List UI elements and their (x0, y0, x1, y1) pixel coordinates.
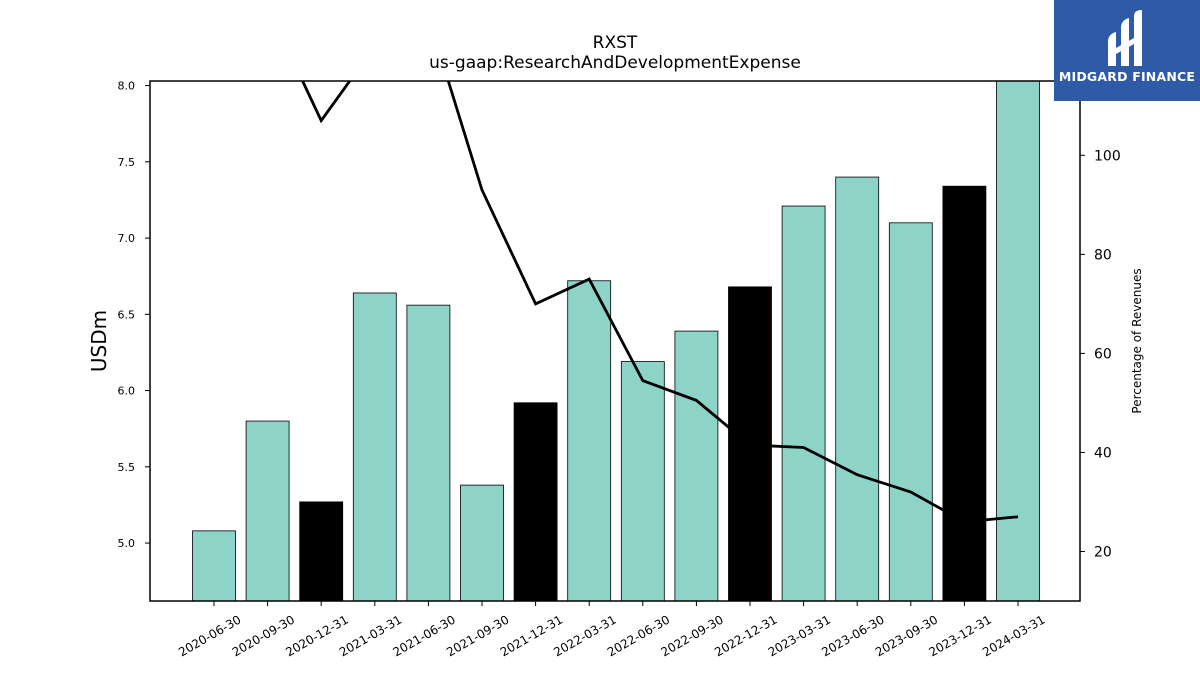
bar-2023-03-31 (781, 205, 826, 602)
plot-frame (149, 80, 1081, 602)
line-layer (301, 81, 1019, 524)
y-axis-label: USDm (87, 310, 111, 372)
y-tick-label: 6.0 (118, 385, 136, 398)
bar-2023-09-30 (888, 222, 933, 602)
chart-title: RXST (593, 33, 638, 53)
bar-2024-03-31 (996, 80, 1040, 602)
bar-2020-09-30 (245, 420, 290, 602)
bars-layer (192, 80, 1040, 602)
bar-2021-12-31 (513, 402, 558, 602)
y-tick-label: 7.0 (118, 232, 136, 245)
bar-2021-06-30 (406, 304, 451, 602)
midgard-logo-icon (1108, 10, 1142, 66)
bar-2022-09-30 (674, 330, 719, 602)
bar-2022-06-30 (620, 361, 665, 602)
bar-2023-12-31 (942, 185, 987, 602)
y2-tick-label: 20 (1094, 544, 1112, 560)
y2-axis-label: Percentage of Revenues (1130, 268, 1144, 413)
y-tick-label: 5.5 (118, 461, 136, 474)
y2-tick-label: 40 (1094, 445, 1112, 461)
midgard-finance-logo: MIDGARD FINANCE (1054, 0, 1200, 101)
bar-2023-06-30 (835, 176, 880, 602)
y-tick-label: 6.5 (118, 308, 136, 321)
y2-tick-label: 60 (1094, 346, 1112, 362)
bar-2021-03-31 (352, 292, 397, 602)
y-tick-label: 5.0 (118, 537, 136, 550)
bar-2021-09-30 (460, 484, 504, 602)
chart-subtitle: us-gaap:ResearchAndDevelopmentExpense (429, 53, 801, 73)
y2-tick-label: 100 (1094, 148, 1121, 164)
bar-2020-06-30 (192, 530, 236, 602)
axes-layer: 5.05.56.06.57.07.58.0204060801002020-06-… (118, 80, 1121, 660)
y2-tick-label: 80 (1094, 247, 1112, 263)
bar-2020-12-31 (299, 501, 344, 602)
y-tick-label: 8.0 (118, 80, 136, 93)
bar-2022-03-31 (567, 280, 612, 602)
y-tick-label: 7.5 (118, 156, 136, 169)
logo-text: MIDGARD FINANCE (1058, 69, 1196, 84)
percentage-line (301, 81, 1019, 524)
